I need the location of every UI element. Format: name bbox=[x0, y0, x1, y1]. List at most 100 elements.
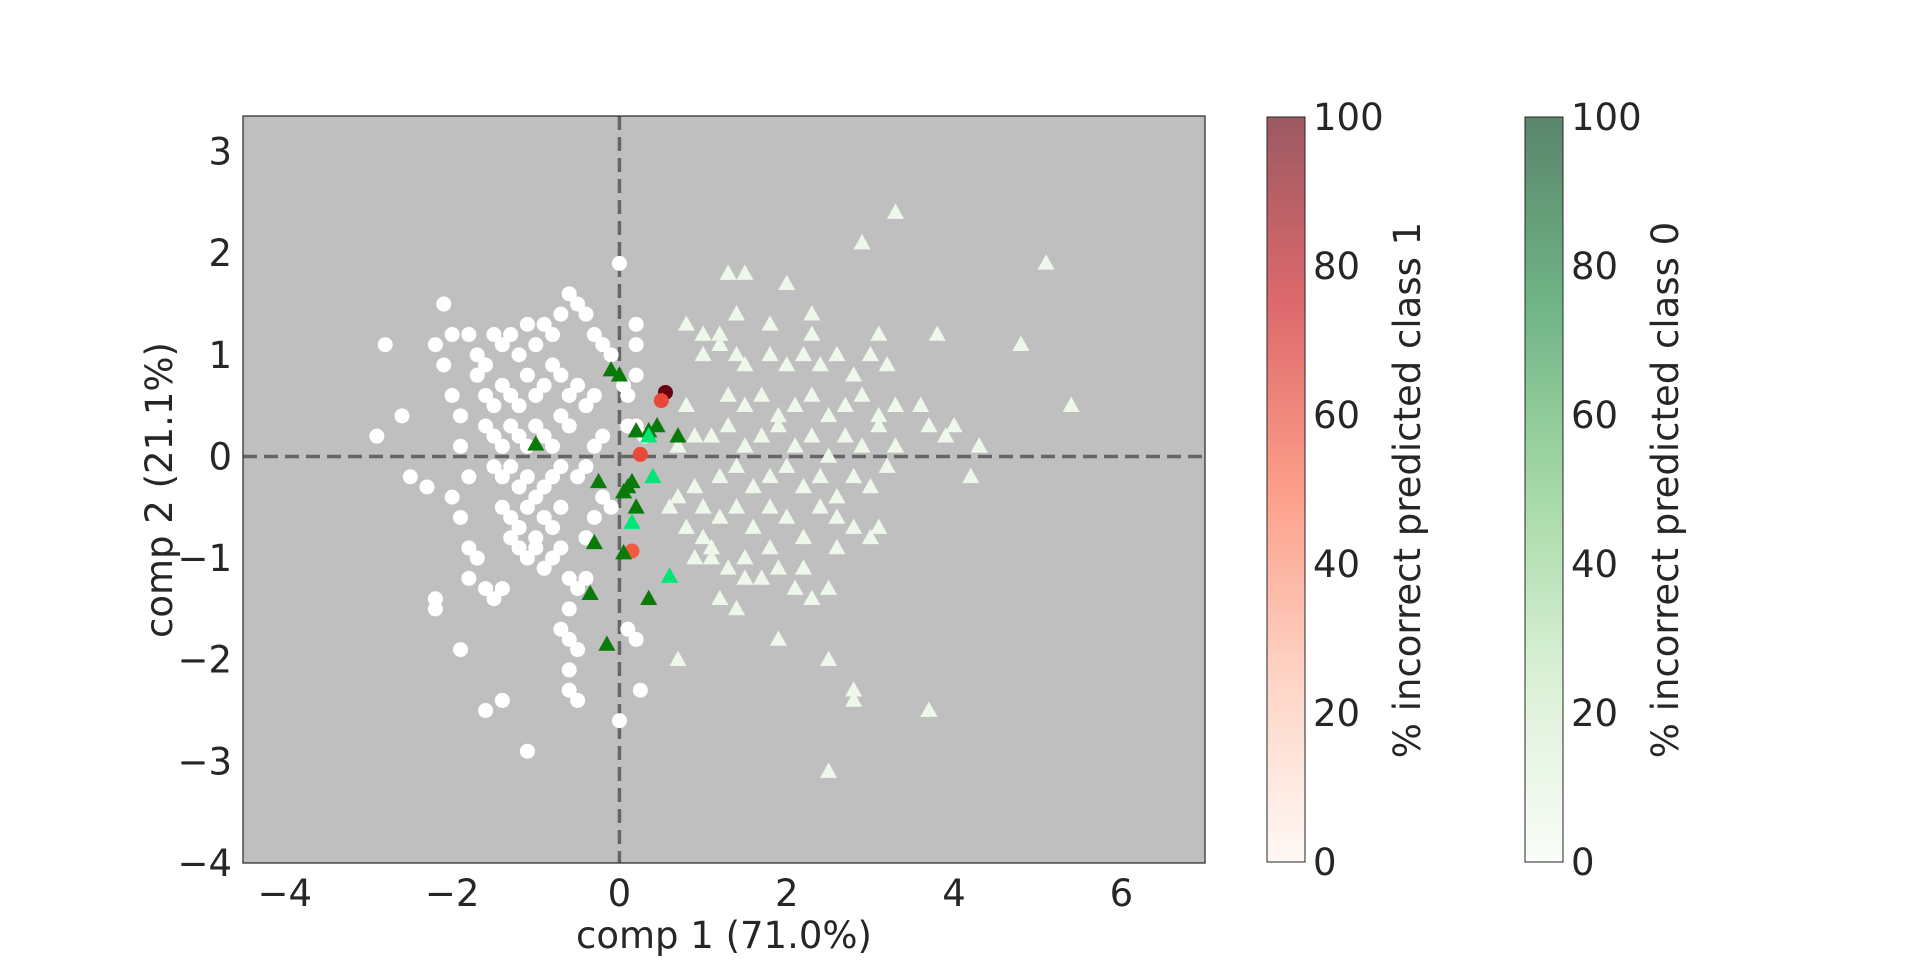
scatter-point-class-0 bbox=[861, 345, 879, 362]
scatter-point-class-1 bbox=[528, 418, 544, 434]
scatter-point-class-0 bbox=[828, 345, 846, 362]
scatter-point-class-0 bbox=[615, 483, 633, 499]
scatter-points bbox=[369, 203, 1080, 778]
scatter-point-class-1 bbox=[486, 327, 502, 343]
scatter-point-class-0 bbox=[623, 513, 641, 529]
scatter-point-class-0 bbox=[610, 366, 628, 382]
scatter-point-class-1 bbox=[444, 489, 460, 505]
scatter-point-class-0 bbox=[769, 630, 787, 646]
scatter-point-class-1 bbox=[461, 327, 477, 343]
scatter-point-class-1 bbox=[586, 327, 602, 343]
colorbar-class-1-gradient bbox=[1266, 116, 1306, 863]
scatter-point-class-1 bbox=[486, 428, 502, 444]
scatter-point-class-1 bbox=[503, 387, 519, 403]
scatter-point-class-0 bbox=[962, 467, 980, 484]
scatter-point-class-1 bbox=[611, 255, 627, 271]
scatter-point-class-1 bbox=[561, 682, 577, 698]
scatter-point-class-0 bbox=[694, 528, 712, 545]
scatter-point-class-0 bbox=[711, 467, 729, 484]
scatter-point-class-0 bbox=[581, 584, 599, 600]
scatter-point-class-1 bbox=[545, 357, 561, 373]
scatter-point-class-1 bbox=[519, 367, 535, 383]
scatter-point-class-1 bbox=[561, 601, 577, 617]
scatter-point-class-1 bbox=[536, 479, 552, 495]
x-tick-label: −4 bbox=[258, 872, 313, 915]
scatter-point-class-0 bbox=[769, 559, 787, 575]
scatter-point-class-0 bbox=[589, 472, 608, 489]
scatter-point-class-1 bbox=[553, 540, 569, 556]
y-tick-label: 0 bbox=[208, 435, 232, 478]
scatter-point-class-0 bbox=[686, 427, 704, 443]
scatter-point-class-0 bbox=[744, 477, 762, 494]
scatter-point-class-0 bbox=[878, 356, 896, 372]
scatter-point-class-1 bbox=[553, 408, 569, 424]
scatter-point-class-1 bbox=[570, 581, 586, 597]
scatter-point-class-0 bbox=[736, 356, 754, 372]
scatter-point-class-0 bbox=[727, 599, 746, 616]
scatter-point-class-1 bbox=[486, 398, 502, 414]
scatter-point-class-0 bbox=[615, 544, 633, 560]
colorbar-tick-label: 100 bbox=[1313, 96, 1384, 139]
scatter-point-class-1 bbox=[553, 306, 569, 322]
scatter-point-class-1 bbox=[528, 387, 544, 403]
reference-lines bbox=[243, 116, 1205, 863]
scatter-point-class-1 bbox=[519, 316, 535, 332]
scatter-point-class-1 bbox=[478, 357, 494, 373]
scatter-point-class-0 bbox=[853, 386, 871, 402]
scatter-point-class-1 bbox=[586, 387, 602, 403]
scatter-point-class-1 bbox=[620, 621, 636, 637]
scatter-point-class-1 bbox=[545, 520, 561, 536]
scatter-point-class-1 bbox=[595, 428, 611, 444]
scatter-point-class-1 bbox=[570, 642, 586, 658]
colorbar-tick-label: 0 bbox=[1313, 841, 1337, 884]
x-tick-label: 4 bbox=[942, 872, 966, 915]
scatter-point-class-0 bbox=[803, 305, 821, 321]
scatter-point-class-0 bbox=[912, 396, 930, 412]
scatter-point-class-0 bbox=[719, 559, 737, 575]
y-axis-label: comp 2 (21.1%) bbox=[138, 342, 181, 638]
scatter-point-class-0 bbox=[753, 427, 771, 443]
scatter-point-class-1 bbox=[528, 337, 544, 353]
scatter-point-class-0 bbox=[677, 396, 695, 412]
scatter-point-class-1 bbox=[628, 316, 644, 332]
scatter-point-class-1 bbox=[653, 393, 669, 409]
scatter-point-class-1 bbox=[478, 387, 494, 403]
scatter-point-class-0 bbox=[778, 457, 796, 473]
x-tick-label: 6 bbox=[1110, 872, 1134, 915]
scatter-point-class-0 bbox=[803, 427, 821, 443]
plot-area-background bbox=[243, 116, 1205, 863]
scatter-point-class-1 bbox=[503, 509, 519, 525]
scatter-point-class-1 bbox=[553, 621, 569, 637]
scatter-point-class-0 bbox=[811, 498, 829, 514]
scatter-point-class-1 bbox=[452, 642, 468, 658]
colorbar-tick-label: 0 bbox=[1571, 841, 1595, 884]
scatter-point-class-0 bbox=[836, 427, 854, 443]
scatter-point-class-0 bbox=[694, 325, 712, 341]
scatter-point-class-1 bbox=[545, 469, 561, 485]
scatter-point-class-1 bbox=[427, 601, 443, 617]
scatter-point-class-0 bbox=[761, 538, 779, 555]
colorbar-tick-label: 20 bbox=[1313, 692, 1360, 735]
scatter-point-class-0 bbox=[845, 518, 863, 534]
colorbar-tick-label: 60 bbox=[1313, 394, 1360, 437]
scatter-point-class-1 bbox=[519, 499, 535, 515]
scatter-point-class-0 bbox=[828, 538, 846, 555]
scatter-point-class-0 bbox=[803, 386, 821, 402]
scatter-point-class-1 bbox=[628, 631, 644, 647]
scatter-point-class-1 bbox=[570, 377, 586, 393]
scatter-point-class-0 bbox=[661, 498, 679, 514]
scatter-point-class-0 bbox=[828, 488, 846, 504]
scatter-point-class-1 bbox=[511, 479, 527, 495]
scatter-point-class-0 bbox=[627, 422, 645, 438]
scatter-point-class-1 bbox=[545, 550, 561, 566]
scatter-point-class-1 bbox=[444, 387, 460, 403]
scatter-point-class-0 bbox=[920, 701, 938, 717]
scatter-point-class-0 bbox=[803, 589, 821, 606]
scatter-point-class-1 bbox=[494, 337, 510, 353]
scatter-point-class-1 bbox=[595, 337, 611, 353]
scatter-point-class-0 bbox=[970, 437, 988, 453]
scatter-point-class-0 bbox=[702, 549, 721, 565]
colorbar-tick-label: 40 bbox=[1313, 543, 1360, 586]
scatter-point-class-0 bbox=[719, 386, 737, 402]
scatter-point-class-1 bbox=[561, 286, 577, 302]
